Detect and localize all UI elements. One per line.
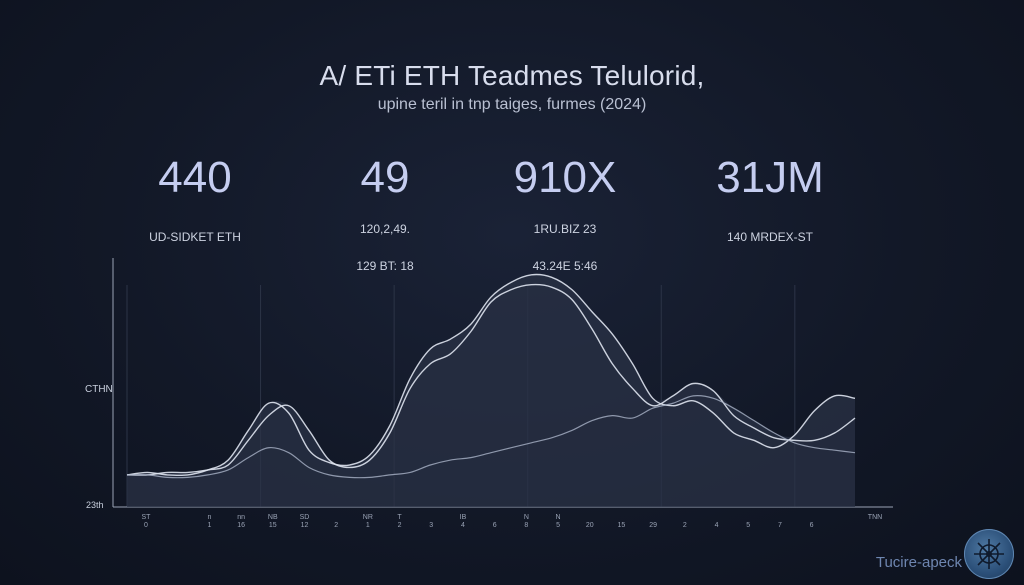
- x-tick-label: TNN: [868, 514, 882, 521]
- series-line: [126, 273, 856, 477]
- x-tick-label: 29: [649, 522, 657, 529]
- compass-icon: [974, 539, 1004, 569]
- stat-card: 31JM 140 MRDEX-ST: [695, 156, 845, 245]
- x-tick-label: 4: [461, 522, 465, 529]
- x-tick-label: N: [524, 514, 529, 521]
- x-tick-label: 6: [493, 522, 497, 529]
- compass-logo: [964, 529, 1014, 579]
- x-tick-label: 2: [683, 522, 687, 529]
- chart-title: A/ ETi ETH Teadmes Telulorid,: [319, 60, 705, 91]
- stat-label: 120,2,49.: [359, 222, 411, 236]
- x-tick-label: NB: [268, 514, 278, 521]
- stat-card: 910X 1RU.BIZ 23 43.24E 5:46: [490, 156, 640, 274]
- x-tick-label: 15: [269, 522, 277, 529]
- x-tick-label: 15: [618, 522, 626, 529]
- stat-card: 440 UD-SIDKET ETH: [120, 156, 270, 245]
- series-line: [126, 283, 856, 476]
- x-tick-label: 3: [429, 522, 433, 529]
- stat-value: 49: [360, 153, 410, 202]
- stat-label: 43.24E 5:46: [532, 259, 598, 273]
- stat-label: 129 BT: 18: [356, 259, 414, 273]
- x-tick-label: 16: [237, 522, 245, 529]
- x-tick-label: 5: [746, 522, 750, 529]
- stat-value: 31JM: [716, 153, 824, 202]
- stat-value: 910X: [513, 153, 617, 202]
- x-tick-label: 12: [301, 522, 309, 529]
- x-tick-label: 0: [144, 522, 148, 529]
- x-tick-label: n: [207, 514, 211, 521]
- x-tick-label: 6: [810, 522, 814, 529]
- stat-label: 1RU.BIZ 23: [533, 222, 597, 236]
- x-tick-label: ST: [142, 514, 152, 521]
- x-tick-label: 2: [398, 522, 402, 529]
- x-tick-label: T: [397, 514, 402, 521]
- stat-label: UD-SIDKET ETH: [149, 230, 241, 244]
- x-tick-label: SD: [300, 514, 310, 521]
- x-tick-label: N: [556, 514, 561, 521]
- x-tick-label: 1: [207, 522, 211, 529]
- x-tick-label: 20: [586, 522, 594, 529]
- brand-name: Tucire-apeck: [875, 554, 962, 571]
- stat-card: 49 120,2,49. 129 BT: 18: [310, 156, 460, 274]
- x-tick-label: NR: [363, 514, 373, 521]
- x-tick-label: 7: [778, 522, 782, 529]
- x-tick-label: 4: [715, 522, 719, 529]
- x-tick-label: IB: [460, 514, 467, 521]
- area-fill: [127, 274, 855, 507]
- x-tick-label: nn: [237, 514, 245, 521]
- x-tick-label: 5: [556, 522, 560, 529]
- stat-value: 440: [158, 153, 232, 202]
- stat-label: 140 MRDEX-ST: [726, 230, 814, 244]
- x-tick-label: 8: [524, 522, 528, 529]
- y-axis-label: CTHN: [85, 384, 113, 395]
- chart-subtitle: upine teril in tnp taiges, furmes (2024): [377, 96, 647, 113]
- x-tick-label: 1: [366, 522, 370, 529]
- series-line: [126, 394, 856, 479]
- x-tick-label: 2: [334, 522, 338, 529]
- y-axis-min-label: 23th: [86, 500, 104, 510]
